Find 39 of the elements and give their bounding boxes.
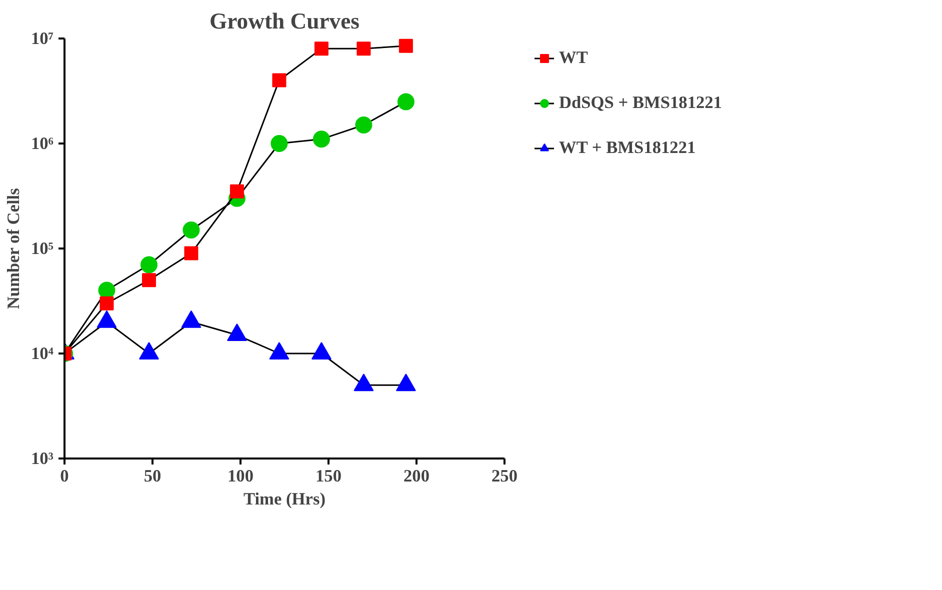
point — [355, 116, 372, 134]
point — [181, 310, 202, 328]
y-tick-label: 10⁴ — [30, 344, 54, 363]
point — [230, 184, 244, 198]
y-axis-title: Number of Cells — [4, 188, 23, 310]
point — [354, 374, 374, 392]
point — [398, 38, 413, 53]
y-tick-label: 10³ — [30, 449, 54, 468]
point — [100, 296, 114, 310]
point — [142, 273, 156, 288]
y-tick-label: 10⁷ — [30, 29, 54, 48]
legend-label: DdSQS + BMS181221 — [559, 93, 722, 113]
point — [184, 246, 198, 260]
legend-label: WT — [559, 48, 588, 68]
point — [96, 310, 117, 328]
point — [356, 42, 371, 56]
y-tick-label: 10⁶ — [30, 134, 54, 153]
point — [272, 73, 286, 88]
point — [397, 93, 414, 110]
x-tick-label: 100 — [228, 466, 254, 486]
x-tick-label: 0 — [60, 466, 69, 486]
point — [226, 324, 247, 341]
x-axis-title: Time (Hrs) — [244, 490, 326, 508]
chart-title: Growth Curves — [210, 8, 360, 34]
x-tick-label: 50 — [144, 466, 162, 486]
point — [138, 342, 159, 360]
x-tick-label: 250 — [492, 466, 518, 486]
point — [312, 130, 330, 148]
point — [270, 135, 288, 152]
point — [314, 42, 328, 56]
point — [182, 222, 200, 238]
point — [140, 256, 158, 274]
x-tick-label: 150 — [316, 466, 342, 486]
y-tick-label: 10⁵ — [30, 239, 54, 258]
point — [311, 342, 332, 360]
x-tick-label: 200 — [404, 466, 430, 486]
legend-label: WT + BMS181221 — [559, 138, 696, 158]
point — [396, 374, 416, 392]
point — [269, 342, 290, 360]
